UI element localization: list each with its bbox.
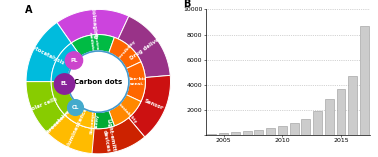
Text: B: B — [183, 0, 191, 9]
Polygon shape — [54, 92, 83, 122]
Circle shape — [65, 52, 82, 69]
Circle shape — [68, 51, 129, 112]
Bar — [243, 131, 251, 135]
Text: PL: PL — [70, 58, 78, 63]
Text: Solar cells: Solar cells — [28, 96, 59, 113]
Text: EL: EL — [61, 81, 68, 87]
Bar — [219, 133, 228, 135]
Bar — [278, 126, 287, 135]
Polygon shape — [26, 22, 71, 82]
Polygon shape — [74, 118, 145, 154]
Text: Photocatalysis: Photocatalysis — [25, 42, 66, 66]
Polygon shape — [109, 37, 141, 69]
Text: Light-emitting
devices: Light-emitting devices — [100, 119, 118, 157]
Polygon shape — [57, 9, 129, 43]
Bar — [254, 130, 263, 135]
Circle shape — [54, 74, 75, 94]
Circle shape — [68, 100, 84, 115]
Polygon shape — [51, 43, 81, 82]
Polygon shape — [71, 35, 115, 57]
Bar — [266, 128, 275, 135]
Text: Carbon dots: Carbon dots — [74, 79, 122, 85]
Text: A: A — [25, 5, 32, 15]
Text: CL: CL — [72, 105, 79, 110]
Text: Bioimaging: Bioimaging — [89, 5, 97, 39]
Polygon shape — [47, 115, 94, 154]
Text: Photostability: Photostability — [112, 96, 138, 124]
Bar — [231, 132, 240, 135]
Polygon shape — [109, 95, 141, 126]
Bar — [313, 111, 322, 135]
Text: Biocompat-
ibility: Biocompat- ibility — [89, 106, 101, 135]
Bar — [349, 76, 357, 135]
Text: Electroluminescence: Electroluminescence — [58, 107, 88, 157]
Text: Non-bio
sensi.: Non-bio sensi. — [127, 77, 147, 86]
Text: Dispersibility: Dispersibility — [112, 40, 137, 66]
Polygon shape — [65, 103, 96, 129]
Bar — [208, 134, 216, 135]
Polygon shape — [30, 98, 82, 149]
Polygon shape — [26, 82, 65, 133]
Text: Electrocatalysis: Electrocatalysis — [38, 105, 74, 142]
Polygon shape — [75, 108, 115, 129]
Text: Electron
mediator: Electron mediator — [87, 31, 99, 55]
Bar — [301, 119, 310, 135]
Bar — [360, 26, 369, 135]
Polygon shape — [129, 75, 170, 137]
Text: Sensor: Sensor — [143, 98, 164, 111]
Polygon shape — [126, 62, 146, 102]
Bar — [290, 123, 299, 135]
Bar — [337, 89, 345, 135]
Polygon shape — [51, 82, 77, 115]
Polygon shape — [118, 16, 170, 78]
Text: Drug delivery: Drug delivery — [129, 34, 165, 61]
Bar — [325, 99, 334, 135]
